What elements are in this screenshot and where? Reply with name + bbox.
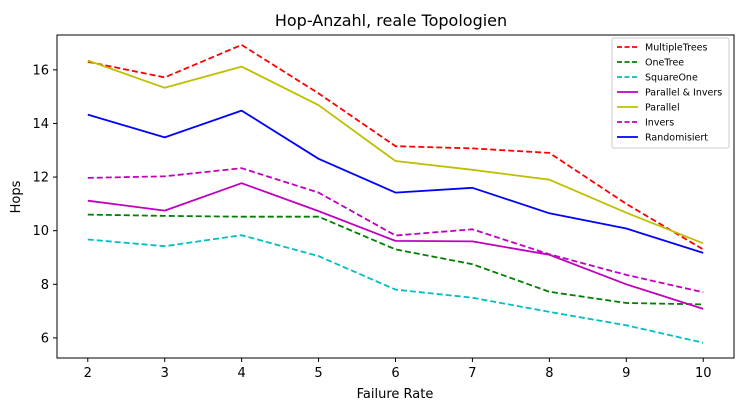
x-tick-label: 10 (695, 366, 712, 381)
x-tick-label: 7 (468, 366, 476, 381)
x-tick-label: 6 (391, 366, 399, 381)
series-line-parallel (87, 59, 704, 245)
x-tick-label: 2 (84, 366, 92, 381)
x-axis-label: Failure Rate (357, 387, 434, 402)
y-axis-label: Hops (9, 180, 24, 213)
legend: MultipleTrees OneTree SquareOne Parallel & … (611, 37, 730, 149)
series-line-squareone (87, 234, 704, 344)
legend-label: Invers (645, 118, 674, 129)
legend-label: Randomisiert (645, 133, 708, 144)
x-tick-label: 3 (161, 366, 169, 381)
legend-label: OneTree (645, 58, 684, 69)
series-line-invers (87, 167, 704, 294)
x-tick-label: 8 (545, 366, 553, 381)
y-tick-label: 8 (41, 278, 49, 293)
series-line-onetree (87, 213, 704, 306)
y-tick-label: 14 (32, 117, 49, 132)
series-line-multipletrees (87, 44, 704, 251)
y-tick-label: 12 (32, 171, 49, 186)
x-tick-label: 9 (622, 366, 630, 381)
legend-label: Parallel & Invers (645, 88, 722, 99)
series-line-parallel-invers (87, 182, 704, 310)
legend-label: SquareOne (645, 73, 698, 84)
x-axis-ticks: 2 3 4 5 6 7 8 9 10 (84, 358, 712, 381)
y-tick-label: 6 (41, 331, 49, 346)
x-tick-label: 5 (314, 366, 322, 381)
legend-label: MultipleTrees (645, 43, 708, 54)
x-tick-label: 4 (237, 366, 245, 381)
series-line-randomisiert (87, 109, 704, 254)
y-axis-ticks: 6 8 10 12 14 16 (32, 63, 57, 346)
plot-lines (87, 44, 704, 344)
chart-title: Hop-Anzahl, reale Topologien (275, 11, 507, 30)
legend-box (611, 37, 730, 149)
y-tick-label: 16 (32, 63, 49, 78)
y-tick-label: 10 (32, 224, 49, 239)
legend-label: Parallel (645, 103, 680, 114)
